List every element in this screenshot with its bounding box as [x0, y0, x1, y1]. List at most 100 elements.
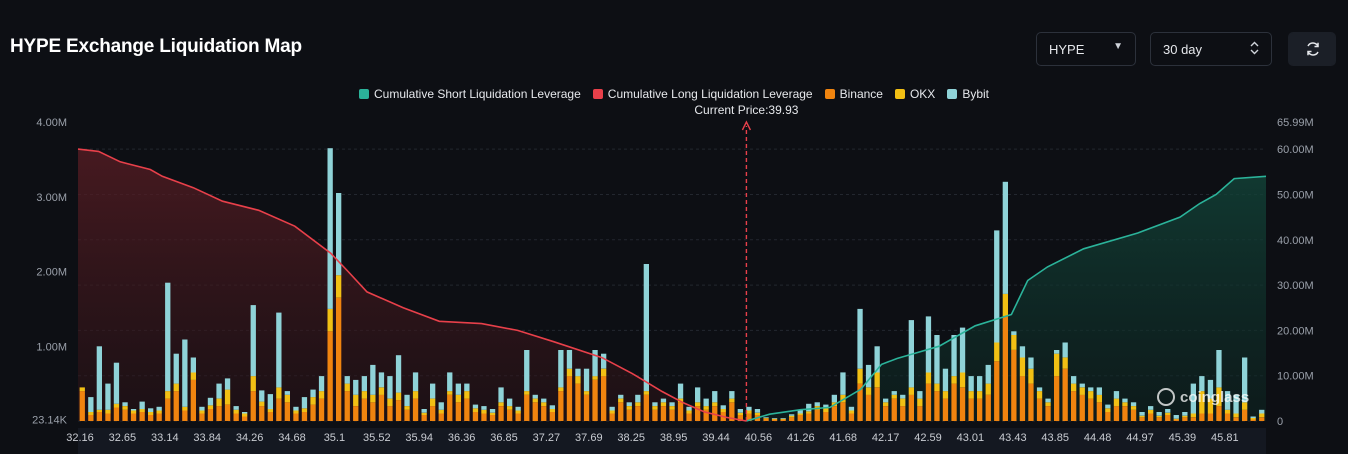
bar-binance	[259, 406, 265, 421]
x-axis-band	[78, 428, 1266, 454]
bar-binance	[267, 412, 273, 421]
bar-bybit	[1216, 350, 1222, 388]
bar-bybit	[498, 387, 504, 403]
bar-bybit	[1156, 412, 1162, 416]
refresh-button[interactable]	[1288, 32, 1336, 66]
bar-binance	[558, 391, 564, 421]
symbol-select[interactable]: HYPE ▼	[1036, 32, 1136, 66]
bar-binance	[336, 297, 342, 421]
bar-okx	[293, 410, 299, 414]
bar-binance	[1054, 376, 1060, 421]
bar-okx	[455, 394, 461, 403]
short-area	[746, 176, 1266, 421]
bar-okx	[148, 412, 154, 415]
bar-binance	[438, 413, 444, 421]
bar-okx	[1054, 353, 1060, 377]
period-select[interactable]: 30 day	[1150, 32, 1272, 66]
bar-bybit	[276, 312, 282, 388]
bar-binance	[1250, 419, 1256, 421]
bar-bybit	[891, 391, 897, 395]
bar-okx	[524, 391, 530, 395]
bar-bybit	[1113, 391, 1120, 399]
bar-binance	[1130, 409, 1137, 421]
bar-okx	[1199, 391, 1205, 414]
bar-bybit	[1036, 387, 1043, 392]
bar-bybit	[122, 402, 128, 406]
bar-binance	[1190, 417, 1196, 421]
bar-bybit	[430, 383, 436, 399]
bar-okx	[105, 409, 111, 414]
bar-bybit	[720, 405, 726, 409]
bar-binance	[1224, 413, 1231, 421]
bar-okx	[165, 391, 171, 399]
bar-okx	[1165, 412, 1171, 415]
bar-okx	[1148, 409, 1154, 414]
bar-bybit	[259, 390, 265, 402]
bar-binance	[797, 415, 803, 421]
bar-okx	[1139, 415, 1145, 418]
legend-item-binance[interactable]: Binance	[824, 87, 883, 101]
bar-okx	[635, 402, 641, 406]
bar-binance	[865, 394, 872, 421]
bar-okx	[199, 410, 205, 414]
bar-bybit	[507, 398, 513, 407]
bar-okx	[1045, 402, 1051, 406]
bar-binance	[105, 413, 111, 421]
bar-bybit	[233, 406, 239, 410]
bar-bybit	[387, 376, 393, 399]
bar-okx	[481, 409, 487, 414]
bar-binance	[182, 410, 188, 421]
x-tick-label: 43.85	[1041, 432, 1069, 444]
bar-binance	[900, 406, 906, 421]
bar-binance	[96, 412, 102, 421]
bar-bybit	[686, 406, 692, 411]
bar-okx	[1105, 408, 1111, 412]
bar-okx	[746, 410, 752, 414]
bar-bybit	[789, 414, 795, 416]
bar-bybit	[250, 305, 256, 377]
bar-okx	[378, 387, 385, 395]
bar-bybit	[763, 417, 769, 418]
bar-binance	[507, 409, 513, 421]
bar-bybit	[156, 406, 162, 411]
legend-item-bybit[interactable]: Bybit	[947, 87, 989, 101]
bar-bybit	[113, 362, 120, 404]
bar-binance	[498, 406, 504, 421]
bar-okx	[994, 342, 1000, 362]
bar-okx	[541, 402, 547, 406]
bar-binance	[994, 361, 1000, 421]
bar-binance	[370, 402, 376, 421]
bar-bybit	[1011, 331, 1017, 335]
x-tick-label: 33.84	[193, 432, 221, 444]
bar-bybit	[336, 193, 342, 276]
bar-bybit	[1173, 415, 1179, 419]
legend-item-okx[interactable]: OKX	[894, 87, 935, 101]
bar-okx	[421, 412, 427, 415]
bar-okx	[908, 387, 914, 395]
bar-binance	[660, 406, 667, 421]
bar-bybit	[660, 398, 667, 403]
bar-okx	[1088, 391, 1094, 399]
bar-okx	[1130, 406, 1137, 410]
bar-bybit	[1062, 342, 1068, 358]
bar-okx	[173, 383, 179, 392]
bar-binance	[968, 398, 974, 421]
bar-bybit	[1079, 383, 1085, 388]
bar-binance	[942, 398, 949, 421]
bar-bybit	[583, 368, 590, 392]
legend-label-short: Cumulative Short Liquidation Leverage	[373, 87, 581, 101]
bar-binance	[455, 402, 461, 421]
bar-okx	[259, 401, 265, 407]
bar-okx	[780, 418, 786, 420]
bar-okx	[387, 398, 393, 407]
x-tick-label: 37.27	[533, 432, 561, 444]
bar-bybit	[182, 339, 188, 407]
x-tick-label: 39.44	[702, 432, 730, 444]
x-tick-label: 33.14	[151, 432, 179, 444]
bar-bybit	[865, 364, 872, 388]
legend-item-short[interactable]: Cumulative Short Liquidation Leverage	[358, 87, 581, 101]
legend-item-long[interactable]: Cumulative Long Liquidation Leverage	[592, 87, 813, 101]
bar-binance	[1259, 417, 1265, 421]
bar-binance	[677, 402, 684, 421]
bar-bybit	[626, 402, 632, 406]
